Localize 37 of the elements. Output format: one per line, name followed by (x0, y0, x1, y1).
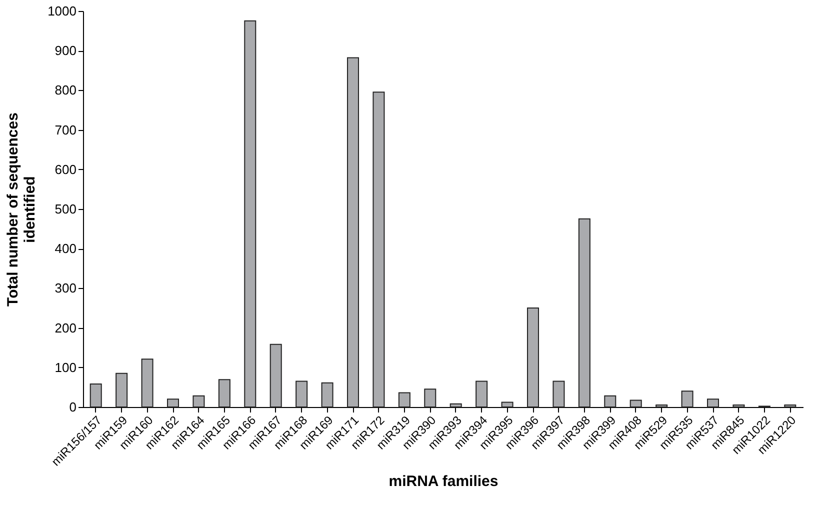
bar (604, 395, 616, 408)
bar (476, 380, 488, 408)
bar (578, 218, 590, 408)
bar (372, 92, 385, 408)
bar (707, 398, 719, 408)
y-tick-label: 100 (54, 360, 76, 375)
bar (450, 403, 462, 408)
bar (398, 392, 410, 408)
bar (501, 402, 514, 408)
y-tick-label: 800 (54, 82, 76, 98)
y-tick-label: 400 (54, 241, 76, 256)
bar (527, 308, 539, 408)
y-tick-label: 0 (69, 400, 76, 414)
bar (552, 380, 565, 408)
bar (141, 358, 154, 408)
bar (90, 384, 102, 408)
bar (424, 388, 436, 408)
bar (630, 400, 642, 408)
bar (218, 379, 230, 408)
bar (321, 382, 334, 408)
bar (116, 372, 128, 408)
bar (192, 395, 205, 408)
y-axis-title: Total number of sequences identified (4, 112, 39, 306)
y-tick-label: 900 (54, 43, 76, 58)
bar (244, 20, 256, 408)
bar (681, 390, 694, 408)
bar (167, 398, 179, 408)
bar (270, 344, 282, 408)
y-tick-label: 300 (54, 280, 76, 296)
y-tick-label: 500 (54, 202, 76, 216)
bar (347, 57, 359, 408)
y-tick-label: 1000 (48, 4, 76, 18)
y-tick-label: 200 (54, 320, 76, 336)
y-tick-label: 700 (54, 122, 76, 138)
x-axis-title: miRNA families (388, 473, 498, 490)
y-tick-label: 600 (54, 162, 76, 177)
bar (296, 380, 308, 408)
